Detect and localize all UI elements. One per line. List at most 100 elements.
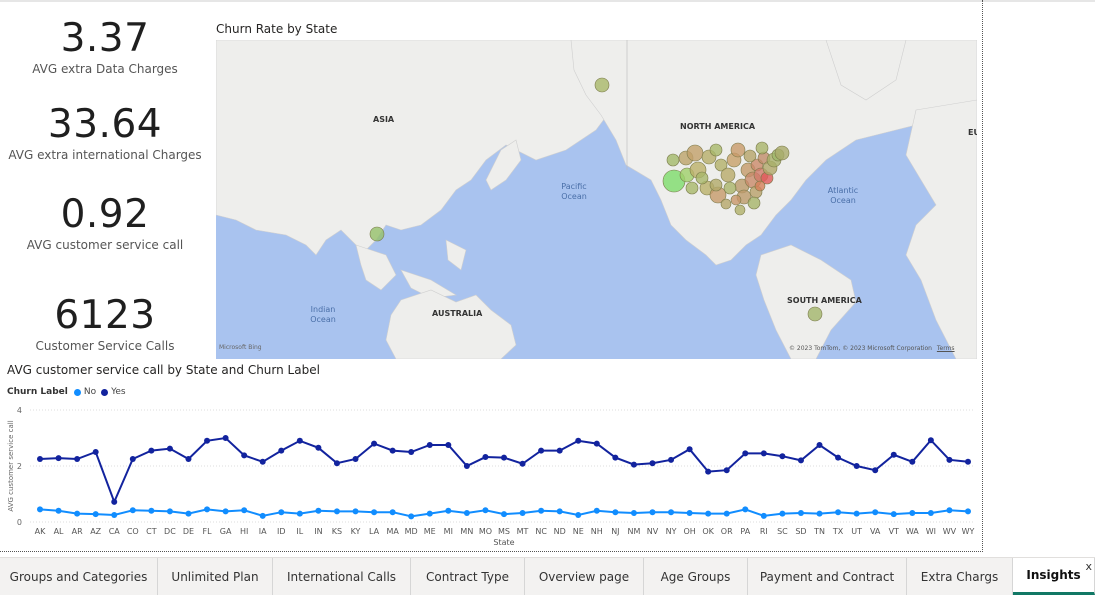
data-point-no[interactable] xyxy=(352,508,359,515)
data-point-no[interactable] xyxy=(408,513,415,520)
data-point-yes[interactable] xyxy=(779,453,786,460)
state-bubble[interactable] xyxy=(709,178,723,192)
data-point-yes[interactable] xyxy=(816,442,823,448)
legend-yes-label[interactable]: Yes xyxy=(111,387,126,397)
data-point-yes[interactable] xyxy=(927,437,934,444)
data-point-yes[interactable] xyxy=(890,451,897,458)
data-point-no[interactable] xyxy=(575,512,582,518)
data-point-no[interactable] xyxy=(668,509,675,516)
state-bubble[interactable] xyxy=(695,171,709,185)
data-point-yes[interactable] xyxy=(482,454,489,461)
data-point-no[interactable] xyxy=(129,507,136,514)
data-point-yes[interactable] xyxy=(241,452,248,459)
close-tab-icon[interactable]: x xyxy=(1085,560,1092,573)
data-point-yes[interactable] xyxy=(222,435,229,441)
data-point-no[interactable] xyxy=(296,510,303,517)
data-point-yes[interactable] xyxy=(853,463,860,469)
data-point-yes[interactable] xyxy=(148,447,155,454)
data-point-no[interactable] xyxy=(909,510,916,517)
data-point-yes[interactable] xyxy=(426,442,433,448)
card-avg-extra-data-charges[interactable]: 3.37 AVG extra Data Charges xyxy=(0,17,210,77)
state-bubble[interactable] xyxy=(720,198,732,210)
data-point-no[interactable] xyxy=(148,507,155,514)
data-point-yes[interactable] xyxy=(315,444,322,451)
data-point-no[interactable] xyxy=(965,508,971,515)
tab-overview-page[interactable]: Overview page xyxy=(525,558,644,595)
data-point-yes[interactable] xyxy=(612,454,619,461)
data-point-no[interactable] xyxy=(37,506,43,513)
data-point-no[interactable] xyxy=(742,506,749,513)
tab-insights[interactable]: Insights xyxy=(1013,558,1095,595)
state-bubble[interactable] xyxy=(807,306,823,322)
data-point-no[interactable] xyxy=(686,510,693,517)
data-point-no[interactable] xyxy=(705,510,712,517)
data-point-yes[interactable] xyxy=(668,456,675,463)
data-point-yes[interactable] xyxy=(371,440,378,447)
data-point-no[interactable] xyxy=(445,507,452,514)
state-bubble[interactable] xyxy=(594,77,610,93)
data-point-yes[interactable] xyxy=(909,458,916,465)
data-point-no[interactable] xyxy=(482,507,489,514)
tab-payment-and-contract[interactable]: Payment and Contract xyxy=(748,558,907,595)
data-point-no[interactable] xyxy=(797,510,804,517)
data-point-no[interactable] xyxy=(74,510,81,517)
data-point-yes[interactable] xyxy=(797,457,804,464)
state-bubble[interactable] xyxy=(774,145,790,161)
data-point-yes[interactable] xyxy=(575,437,582,444)
map-terms-link[interactable]: Terms xyxy=(936,345,955,352)
data-point-no[interactable] xyxy=(259,512,266,519)
tab-age-groups[interactable]: Age Groups xyxy=(644,558,748,595)
data-point-no[interactable] xyxy=(649,509,656,516)
state-bubble[interactable] xyxy=(666,153,680,167)
tab-groups-and-categories[interactable]: Groups and Categories xyxy=(0,558,158,595)
state-bubble[interactable] xyxy=(754,180,766,192)
data-point-no[interactable] xyxy=(204,506,211,513)
data-point-no[interactable] xyxy=(371,509,378,516)
data-point-yes[interactable] xyxy=(649,460,656,467)
churn-map[interactable]: ASIA NORTH AMERICA Pacific Ocean Atlanti… xyxy=(216,40,977,359)
data-point-no[interactable] xyxy=(630,510,637,517)
data-point-no[interactable] xyxy=(890,511,897,518)
data-point-yes[interactable] xyxy=(556,447,563,454)
data-point-no[interactable] xyxy=(872,509,879,516)
data-point-no[interactable] xyxy=(111,512,118,518)
data-point-yes[interactable] xyxy=(742,450,749,457)
data-point-yes[interactable] xyxy=(278,447,285,454)
data-point-no[interactable] xyxy=(835,509,842,516)
data-point-yes[interactable] xyxy=(630,461,637,468)
state-bubble[interactable] xyxy=(723,181,737,195)
data-point-yes[interactable] xyxy=(37,456,43,462)
tab-extra-chargs[interactable]: Extra Chargs xyxy=(907,558,1013,595)
tab-contract-type[interactable]: Contract Type xyxy=(411,558,525,595)
data-point-no[interactable] xyxy=(333,508,340,515)
data-point-yes[interactable] xyxy=(185,456,192,462)
data-point-no[interactable] xyxy=(92,511,99,518)
data-point-yes[interactable] xyxy=(296,437,303,444)
state-bubble[interactable] xyxy=(714,158,728,172)
card-avg-extra-international-charges[interactable]: 33.64 AVG extra international Charges xyxy=(0,103,210,163)
data-point-no[interactable] xyxy=(816,510,823,517)
data-point-no[interactable] xyxy=(55,507,62,514)
state-bubble[interactable] xyxy=(686,144,704,162)
data-point-no[interactable] xyxy=(389,509,396,516)
data-point-no[interactable] xyxy=(593,507,600,514)
state-bubble[interactable] xyxy=(755,141,769,155)
data-point-yes[interactable] xyxy=(946,456,953,463)
state-bubble[interactable] xyxy=(730,194,742,206)
data-point-no[interactable] xyxy=(278,509,285,516)
data-point-no[interactable] xyxy=(723,510,730,517)
data-point-no[interactable] xyxy=(519,510,526,517)
data-point-yes[interactable] xyxy=(538,447,545,454)
card-customer-service-calls[interactable]: 6123 Customer Service Calls xyxy=(0,294,210,354)
data-point-no[interactable] xyxy=(463,510,470,517)
legend-no-label[interactable]: No xyxy=(83,387,97,397)
data-point-no[interactable] xyxy=(185,510,192,517)
tab-international-calls[interactable]: International Calls xyxy=(273,558,411,595)
state-bubble[interactable] xyxy=(369,226,385,242)
data-point-yes[interactable] xyxy=(111,498,118,505)
data-point-yes[interactable] xyxy=(55,455,62,462)
data-point-no[interactable] xyxy=(946,507,953,514)
card-avg-customer-service-call[interactable]: 0.92 AVG customer service call xyxy=(0,193,210,253)
data-point-yes[interactable] xyxy=(463,463,470,469)
